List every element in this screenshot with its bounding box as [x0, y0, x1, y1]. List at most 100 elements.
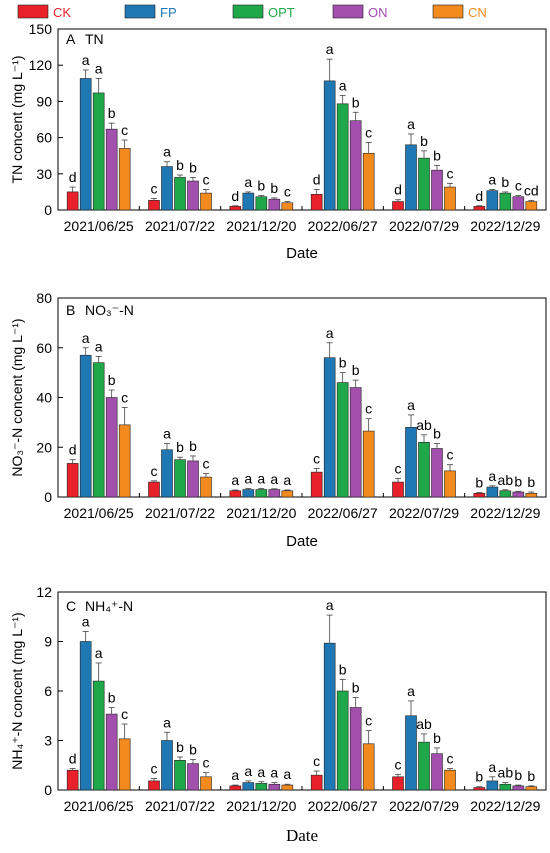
- significance-letter: b: [475, 769, 483, 785]
- significance-letter: ab: [498, 765, 514, 781]
- significance-letter: a: [257, 764, 265, 780]
- significance-letter: b: [108, 690, 116, 706]
- significance-letter: b: [270, 180, 278, 196]
- legend-label-on: ON: [368, 5, 388, 20]
- legend-swatch-opt: [232, 4, 264, 19]
- bar-on: [268, 783, 281, 791]
- significance-letter: a: [488, 759, 496, 775]
- x-tick-label: 2022/06/27: [308, 798, 378, 814]
- significance-letter: a: [244, 471, 252, 487]
- legend-label-ck: CK: [53, 5, 71, 20]
- bar-opt: [174, 759, 186, 791]
- x-axis-label: Date: [286, 826, 318, 845]
- significance-letter: c: [395, 460, 402, 476]
- bar-ck: [392, 201, 404, 211]
- bar-on: [349, 387, 362, 498]
- panel-letter: A: [66, 31, 76, 47]
- y-tick-label: 80: [36, 290, 52, 306]
- significance-letter: c: [151, 181, 158, 197]
- bar-on: [431, 169, 443, 211]
- y-tick-label: 6: [44, 683, 52, 699]
- bar-cn: [200, 476, 212, 498]
- bar-ck: [66, 463, 79, 498]
- bar-opt: [418, 441, 430, 498]
- significance-letter: a: [488, 468, 496, 484]
- plot-frame: [57, 297, 547, 498]
- x-tick-label: 2021/12/20: [226, 798, 296, 814]
- bar-cn: [118, 148, 131, 211]
- significance-letter: a: [488, 171, 496, 187]
- significance-letter: b: [189, 438, 197, 454]
- y-tick-label: 0: [44, 489, 52, 505]
- significance-letter: a: [283, 472, 291, 488]
- bar-fp: [161, 166, 173, 211]
- panel-c-ammonium: 0 3 6 9 12 NH₄⁺-N concent (mg L⁻¹) C NH₄⁺-N 2021…: [9, 584, 547, 845]
- significance-letter: b: [514, 767, 522, 783]
- bar-on: [512, 491, 525, 498]
- bar-ck: [229, 490, 242, 498]
- bar-ck: [229, 785, 242, 791]
- x-axis-label: Date: [286, 533, 318, 550]
- y-tick-label: 0: [44, 782, 52, 798]
- bar-cn: [362, 430, 375, 498]
- bar-opt: [174, 177, 186, 211]
- bar-ck: [66, 191, 79, 211]
- plot-frame: [57, 591, 547, 791]
- bar-fp: [242, 489, 255, 498]
- significance-letter: c: [395, 756, 402, 772]
- x-tick-label: 2022/07/29: [389, 218, 459, 234]
- significance-letter: d: [69, 169, 77, 185]
- significance-letter: c: [203, 171, 210, 187]
- bar-ck: [473, 492, 486, 498]
- bar-fp: [323, 642, 336, 791]
- bar-on: [349, 120, 362, 211]
- significance-letter: b: [108, 372, 116, 388]
- legend: CK FP OPT ON CN: [17, 4, 487, 20]
- significance-letter: d: [313, 171, 321, 187]
- significance-letter: b: [189, 741, 197, 757]
- bar-cn: [525, 786, 538, 791]
- significance-letter: a: [95, 645, 103, 661]
- x-tick-label: 2022/12/29: [470, 798, 540, 814]
- significance-letter: c: [313, 450, 320, 466]
- bar-fp: [161, 449, 173, 498]
- bar-ck: [310, 471, 323, 498]
- bar-opt: [336, 690, 349, 791]
- x-tick-label: 2021/07/22: [145, 798, 215, 814]
- significance-letter: c: [447, 165, 454, 181]
- significance-letter: a: [257, 471, 265, 487]
- significance-letter: a: [163, 714, 171, 730]
- bar-ck: [66, 769, 79, 791]
- bar-fp: [79, 641, 92, 791]
- x-tick-label: 2021/07/22: [145, 505, 215, 521]
- bar-opt: [174, 459, 186, 498]
- significance-letter: d: [231, 188, 239, 204]
- bar-fp: [405, 715, 417, 791]
- bar-ck: [148, 780, 160, 791]
- bar-on: [187, 763, 199, 791]
- x-tick-label: 2022/06/27: [308, 505, 378, 521]
- bar-opt: [255, 783, 268, 791]
- bar-on: [105, 397, 118, 498]
- x-tick-label: 2021/06/25: [64, 218, 134, 234]
- bar-fp: [242, 192, 255, 211]
- legend-swatch-fp: [124, 4, 156, 19]
- significance-letter: a: [163, 426, 171, 442]
- bar-fp: [79, 354, 92, 498]
- significance-letter: a: [326, 41, 334, 57]
- significance-letter: a: [82, 614, 90, 630]
- y-tick-label: 3: [44, 733, 52, 749]
- bar-on: [187, 460, 199, 498]
- panel-title: TN: [85, 31, 104, 47]
- bar-on: [268, 198, 281, 211]
- x-tick-label: 2021/07/22: [145, 218, 215, 234]
- significance-letter: b: [501, 174, 509, 190]
- significance-letter: b: [514, 473, 522, 489]
- bar-ck: [473, 206, 486, 211]
- significance-letter: c: [121, 389, 128, 405]
- bar-opt: [418, 157, 430, 211]
- bar-on: [105, 128, 118, 211]
- bar-ck: [310, 194, 323, 211]
- significance-letter: a: [163, 144, 171, 160]
- y-axis-label: TN concent (mg L⁻¹): [9, 56, 25, 184]
